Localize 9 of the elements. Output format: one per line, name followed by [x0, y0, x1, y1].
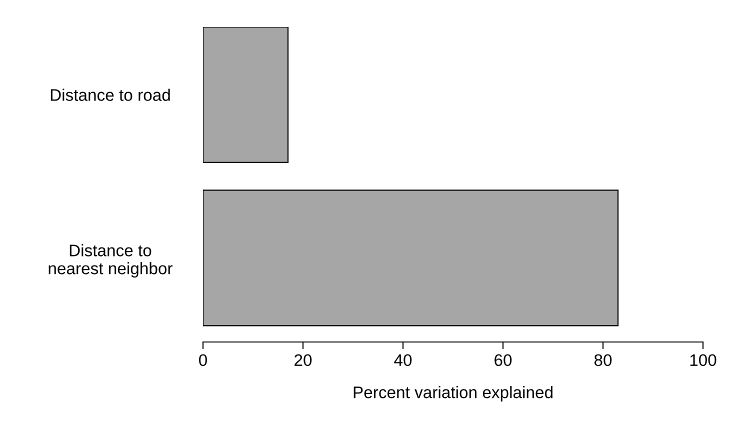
x-tick-label: 60 [494, 354, 512, 366]
x-tick-label: 40 [394, 354, 412, 366]
x-tick-label: 80 [594, 354, 612, 366]
y-tick-label: Distance to nearest neighbor [48, 244, 172, 278]
x-tick-label: 20 [294, 354, 312, 366]
x-axis-title: Percent variation explained [354, 386, 552, 402]
x-tick-label: 0 [199, 354, 207, 366]
x-tick-label: 100 [690, 354, 716, 366]
y-tick-label: Distance to road [50, 88, 170, 101]
